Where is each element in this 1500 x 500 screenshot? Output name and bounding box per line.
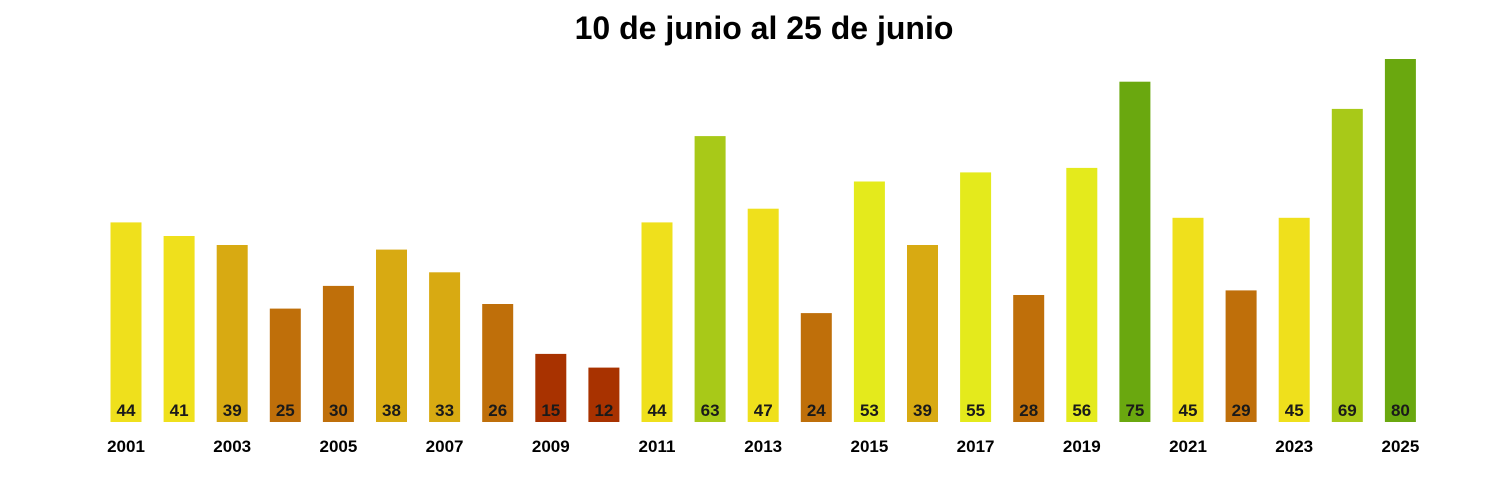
value-label-2021: 45: [1179, 401, 1198, 420]
x-tick-label-2011: 2011: [639, 437, 676, 456]
bar-2007: [429, 272, 461, 422]
value-label-2024: 69: [1338, 401, 1357, 420]
value-label-2013: 47: [754, 401, 773, 420]
x-tick-label-2019: 2019: [1063, 437, 1101, 456]
bar-2017: [960, 172, 992, 422]
bar-2024: [1331, 108, 1363, 423]
bar-2005: [322, 285, 354, 422]
value-label-2011: 44: [648, 401, 667, 420]
value-label-2009: 15: [541, 401, 560, 420]
bar-2014: [800, 313, 832, 422]
value-label-2017: 55: [966, 401, 985, 420]
value-label-2006: 38: [382, 401, 401, 420]
value-label-2002: 41: [170, 401, 189, 420]
value-label-2003: 39: [223, 401, 242, 420]
x-tick-label-2009: 2009: [532, 437, 570, 456]
bar-2010: [588, 367, 620, 422]
x-tick-label-2021: 2021: [1169, 437, 1207, 456]
x-tick-label-2023: 2023: [1275, 437, 1313, 456]
bar-2003: [216, 245, 248, 422]
value-label-2007: 33: [435, 401, 454, 420]
bar-2022: [1225, 290, 1257, 422]
value-label-2022: 29: [1232, 401, 1251, 420]
value-label-2014: 24: [807, 401, 826, 420]
value-label-2018: 28: [1019, 401, 1038, 420]
x-axis-tick-labels: 2001 2003 2005 2007 2009 2011 2013 2015 2017 2019…: [107, 437, 1419, 456]
value-labels-layer: 44 41 39 25 30 38 33 26 15 12 44 63 47 24 53 39 55 28 56 75…: [117, 401, 1410, 420]
bar-2002: [163, 236, 195, 422]
x-tick-label-2015: 2015: [850, 437, 888, 456]
x-tick-label-2025: 2025: [1381, 437, 1419, 456]
bar-2025: [1384, 59, 1416, 422]
value-label-2001: 44: [117, 401, 136, 420]
x-tick-label-2001: 2001: [107, 437, 145, 456]
x-tick-label-2017: 2017: [957, 437, 995, 456]
bars-layer: [110, 59, 1416, 423]
bar-2012: [694, 136, 726, 422]
value-label-2005: 30: [329, 401, 348, 420]
bar-2011: [641, 222, 673, 422]
value-label-2010: 12: [594, 401, 613, 420]
bar-2019: [1066, 167, 1098, 422]
bar-2013: [747, 208, 779, 422]
bar-2021: [1172, 217, 1204, 422]
value-label-2019: 56: [1072, 401, 1091, 420]
bar-2023: [1278, 217, 1310, 422]
chart-title: 10 de junio al 25 de junio: [574, 10, 954, 46]
value-label-2004: 25: [276, 401, 295, 420]
bar-2015: [853, 181, 885, 422]
bar-2009: [535, 353, 567, 422]
value-label-2008: 26: [488, 401, 507, 420]
value-label-2016: 39: [913, 401, 932, 420]
x-tick-label-2005: 2005: [319, 437, 357, 456]
bar-2020: [1119, 81, 1151, 422]
x-tick-label-2013: 2013: [744, 437, 782, 456]
bar-2001: [110, 222, 142, 422]
bar-2006: [376, 249, 407, 422]
value-label-2025: 80: [1391, 401, 1410, 420]
bar-2016: [907, 245, 938, 422]
bar-2018: [1013, 295, 1045, 422]
value-label-2015: 53: [860, 401, 879, 420]
x-tick-label-2007: 2007: [426, 437, 464, 456]
bar-2008: [482, 304, 514, 422]
value-label-2012: 63: [701, 401, 720, 420]
value-label-2020: 75: [1125, 401, 1144, 420]
x-tick-label-2003: 2003: [213, 437, 251, 456]
bar-2004: [269, 308, 301, 422]
value-label-2023: 45: [1285, 401, 1304, 420]
